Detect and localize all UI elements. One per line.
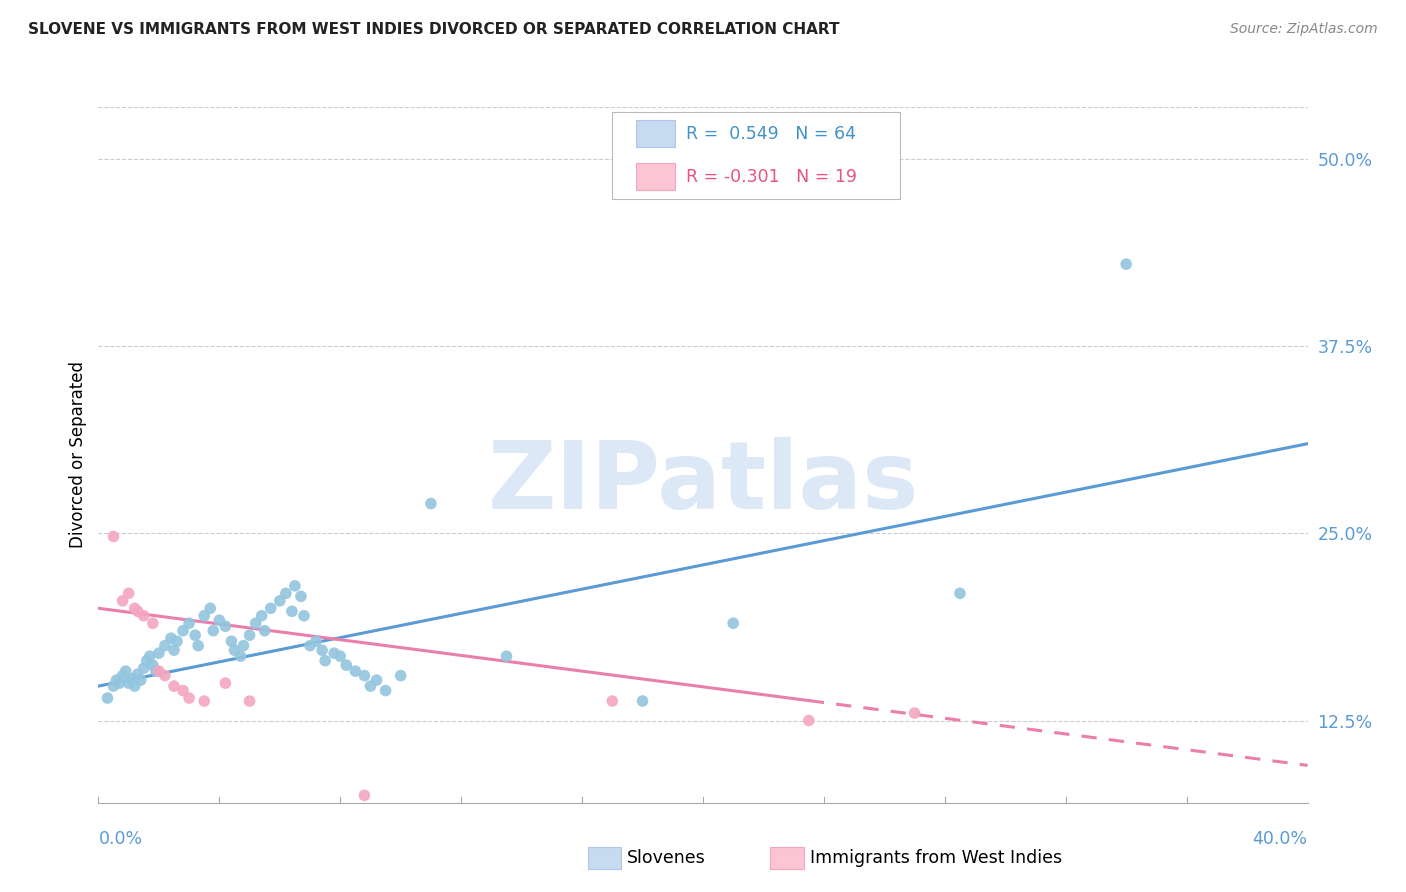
Point (177, 616, 201, 631)
Text: Source: ZipAtlas.com: Source: ZipAtlas.com (1230, 22, 1378, 37)
Point (127, 604, 149, 618)
Point (419, 497, 441, 511)
Point (172, 624, 194, 638)
Point (260, 601, 283, 615)
Point (245, 616, 267, 631)
Point (292, 608, 315, 623)
Point (202, 624, 225, 638)
Point (602, 694, 624, 708)
Point (311, 643, 333, 657)
Point (142, 658, 165, 673)
Text: ZIPatlas: ZIPatlas (488, 437, 918, 529)
Point (124, 679, 146, 693)
Text: R =  0.549   N = 64: R = 0.549 N = 64 (686, 125, 856, 143)
Point (96, 691, 118, 706)
Point (148, 664, 170, 678)
Point (335, 658, 357, 673)
Point (353, 668, 375, 682)
Point (353, 789, 375, 803)
Point (253, 624, 276, 638)
Point (224, 643, 246, 657)
Point (274, 586, 297, 600)
Point (105, 673, 128, 687)
Point (229, 649, 252, 664)
Point (111, 668, 134, 682)
Point (281, 604, 304, 618)
Point (269, 594, 291, 608)
Point (172, 683, 194, 698)
Point (129, 673, 152, 687)
Y-axis label: Divorced or Separated: Divorced or Separated (69, 361, 87, 549)
Point (142, 616, 165, 631)
Point (148, 646, 170, 660)
Point (103, 679, 125, 693)
Point (153, 639, 176, 653)
Point (284, 579, 307, 593)
Point (389, 668, 412, 682)
Point (305, 634, 328, 648)
Point (118, 586, 141, 600)
Point (208, 613, 231, 627)
Point (366, 673, 388, 687)
Point (163, 679, 186, 693)
Point (111, 594, 134, 608)
Text: Slovenes: Slovenes (627, 849, 706, 867)
Point (232, 639, 254, 653)
Point (135, 654, 157, 668)
Point (250, 608, 273, 623)
Point (127, 667, 149, 681)
Point (139, 649, 162, 664)
Point (193, 694, 215, 708)
Point (214, 676, 236, 690)
Point (239, 694, 262, 708)
Point (132, 608, 155, 623)
Point (495, 649, 517, 664)
Point (177, 691, 201, 706)
Point (160, 631, 183, 645)
Point (904, 706, 927, 720)
Point (132, 661, 155, 675)
Point (221, 634, 243, 648)
Point (145, 664, 167, 678)
Text: 40.0%: 40.0% (1253, 830, 1308, 847)
Point (114, 664, 136, 678)
Point (193, 608, 215, 623)
Text: R = -0.301   N = 19: R = -0.301 N = 19 (686, 168, 858, 186)
Point (121, 672, 143, 686)
Point (344, 664, 367, 678)
Point (1115, 257, 1137, 271)
Point (103, 529, 125, 543)
Point (329, 649, 352, 664)
Point (949, 586, 972, 600)
Point (108, 676, 131, 690)
Point (314, 654, 336, 668)
Point (797, 714, 820, 728)
Point (631, 694, 654, 708)
Point (153, 668, 176, 682)
Point (166, 634, 188, 648)
Point (239, 628, 262, 642)
Point (187, 639, 209, 653)
Point (118, 676, 141, 690)
Point (323, 646, 346, 660)
Point (163, 643, 186, 657)
Point (360, 679, 382, 693)
Point (214, 619, 236, 633)
Text: SLOVENE VS IMMIGRANTS FROM WEST INDIES DIVORCED OR SEPARATED CORRELATION CHART: SLOVENE VS IMMIGRANTS FROM WEST INDIES D… (28, 22, 839, 37)
Point (124, 601, 146, 615)
Point (184, 628, 207, 642)
Point (299, 639, 322, 653)
Point (374, 683, 396, 698)
Point (290, 590, 312, 604)
Point (721, 616, 744, 631)
Point (200, 601, 222, 615)
Text: Immigrants from West Indies: Immigrants from West Indies (810, 849, 1062, 867)
Text: 0.0%: 0.0% (98, 830, 142, 847)
